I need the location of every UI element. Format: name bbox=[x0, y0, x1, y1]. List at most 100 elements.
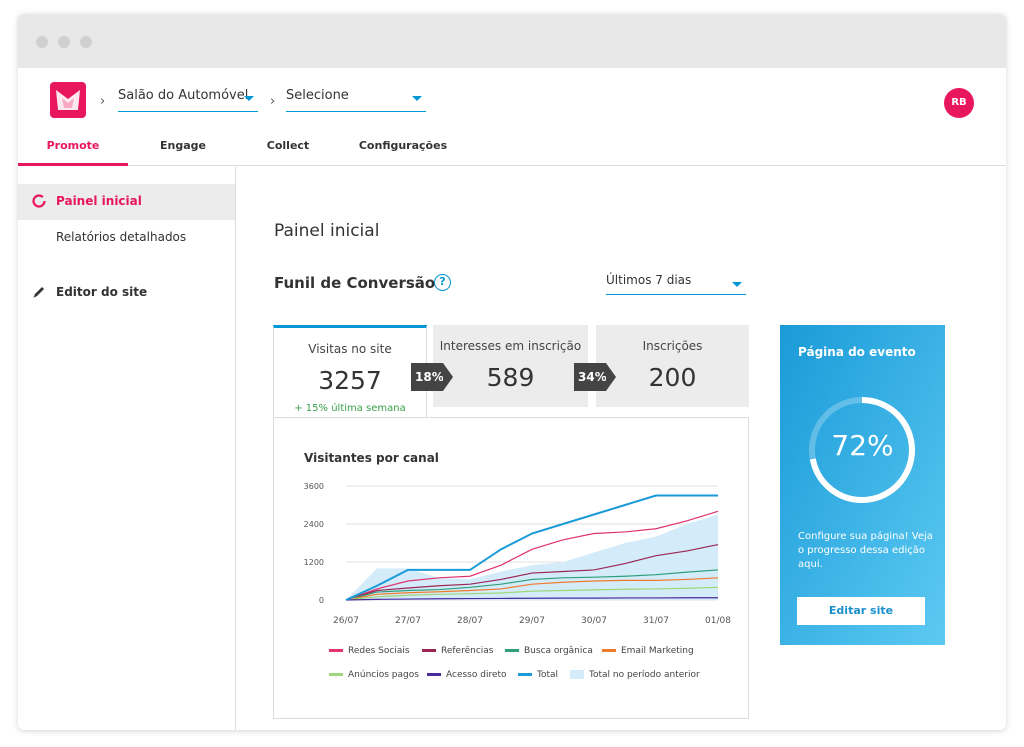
y-tick-label: 1200 bbox=[304, 558, 324, 567]
legend-label: Busca orgânica bbox=[524, 646, 593, 656]
x-tick-label: 31/07 bbox=[643, 616, 669, 626]
conversion-rate-badge: 18% bbox=[411, 363, 453, 391]
funnel-card-label: Visitas no site bbox=[308, 342, 392, 356]
caret-down-icon bbox=[244, 96, 254, 101]
main-content: Painel inicial Funil de Conversão ? Últi… bbox=[236, 167, 1006, 730]
funnel-card-interesses[interactable]: Interesses em inscrição 589 bbox=[433, 325, 588, 407]
legend-swatch bbox=[505, 649, 519, 652]
app-logo[interactable] bbox=[50, 82, 86, 118]
legend-label: Acesso direto bbox=[446, 670, 507, 680]
app-header: › Salão do Automóvel › Selecione RB bbox=[18, 68, 1006, 128]
date-range-value: Últimos 7 dias bbox=[606, 273, 692, 287]
series-line-busca-orgânica bbox=[345, 569, 719, 601]
help-icon[interactable]: ? bbox=[434, 274, 451, 291]
series-line-email-marketing bbox=[345, 577, 719, 601]
event-card-description: Configure sua página! Veja o progresso d… bbox=[798, 531, 933, 570]
legend-label: Total no período anterior bbox=[589, 670, 700, 680]
sidebar-item-editor-do-site[interactable]: Editor do site bbox=[18, 275, 235, 311]
legend-label: Total bbox=[537, 670, 559, 680]
x-tick-label: 01/08 bbox=[705, 616, 731, 626]
funnel-card-inscricoes[interactable]: Inscrições 200 bbox=[596, 325, 749, 407]
chevron-right-icon: › bbox=[100, 94, 106, 109]
fox-logo-icon bbox=[56, 90, 80, 110]
browser-window: › Salão do Automóvel › Selecione RB Prom… bbox=[18, 14, 1006, 730]
window-dot-icon bbox=[58, 36, 70, 48]
caret-down-icon bbox=[412, 96, 422, 101]
chevron-right-icon: › bbox=[270, 94, 276, 109]
window-titlebar bbox=[18, 14, 1006, 68]
funnel-card-visitas[interactable]: Visitas no site 3257 + 15% última semana bbox=[273, 325, 427, 420]
tab-configuracoes[interactable]: Configurações bbox=[358, 139, 448, 152]
series-line-referências bbox=[345, 543, 719, 601]
series-line-acesso-direto bbox=[345, 597, 718, 601]
legend-label: Anúncios pagos bbox=[348, 670, 419, 680]
funnel-card-value: 3257 bbox=[318, 366, 382, 395]
event-select-value: Salão do Automóvel bbox=[118, 88, 249, 103]
tab-promote[interactable]: Promote bbox=[18, 128, 128, 166]
sidebar-item-label: Relatórios detalhados bbox=[56, 230, 187, 244]
date-range-select[interactable]: Últimos 7 dias bbox=[606, 273, 746, 295]
funnel-title: Funil de Conversão bbox=[274, 274, 436, 292]
event-card-title: Página do evento bbox=[798, 345, 916, 359]
chart-title: Visitantes por canal bbox=[304, 451, 439, 465]
series-line-redes-sociais bbox=[345, 510, 719, 601]
legend-item: Total no período anterior bbox=[570, 670, 700, 680]
series-line-anúncios-pagos bbox=[345, 586, 719, 601]
edition-select[interactable]: Selecione bbox=[286, 88, 426, 112]
tab-collect[interactable]: Collect bbox=[266, 139, 310, 152]
x-tick-label: 26/07 bbox=[333, 616, 359, 626]
y-tick-label: 2400 bbox=[304, 520, 324, 529]
funnel-card-label: Inscrições bbox=[642, 339, 703, 353]
series-line-total bbox=[345, 494, 718, 601]
sidebar-item-painel-inicial[interactable]: Painel inicial bbox=[18, 184, 235, 220]
legend-swatch bbox=[422, 649, 436, 652]
legend-item: Email Marketing bbox=[602, 646, 694, 656]
legend-item: Redes Sociais bbox=[329, 646, 410, 656]
funnel-card-value: 200 bbox=[648, 363, 697, 392]
legend-item: Busca orgânica bbox=[505, 646, 593, 656]
legend-item: Total bbox=[518, 670, 558, 680]
legend-swatch bbox=[329, 649, 343, 652]
sidebar-item-label: Painel inicial bbox=[56, 194, 142, 208]
sidebar-item-relatorios[interactable]: Relatórios detalhados bbox=[18, 220, 235, 256]
caret-down-icon bbox=[732, 282, 742, 287]
x-tick-label: 30/07 bbox=[581, 616, 607, 626]
area-total-periodo-anterior bbox=[346, 514, 718, 600]
progress-percent: 72% bbox=[831, 429, 894, 462]
edition-select-value: Selecione bbox=[286, 88, 349, 103]
pencil-icon bbox=[33, 287, 44, 298]
legend-item: Anúncios pagos bbox=[329, 670, 419, 680]
legend-swatch bbox=[518, 673, 532, 676]
avatar[interactable]: RB bbox=[944, 88, 974, 118]
tab-engage[interactable]: Engage bbox=[160, 139, 206, 152]
window-dot-icon bbox=[36, 36, 48, 48]
legend-item: Referências bbox=[422, 646, 494, 656]
window-dot-icon bbox=[80, 36, 92, 48]
x-tick-label: 28/07 bbox=[457, 616, 483, 626]
ring-icon bbox=[32, 194, 46, 208]
x-tick-label: 29/07 bbox=[519, 616, 545, 626]
funnel-card-note: + 15% última semana bbox=[294, 403, 406, 414]
top-tabs: Promote Engage Collect Configurações bbox=[18, 128, 1006, 166]
legend-label: Email Marketing bbox=[621, 646, 694, 656]
progress-ring bbox=[809, 397, 915, 503]
conversion-rate-badge: 34% bbox=[574, 363, 616, 391]
legend-label: Redes Sociais bbox=[348, 646, 410, 656]
event-select[interactable]: Salão do Automóvel bbox=[118, 88, 258, 112]
y-tick-label: 3600 bbox=[304, 482, 324, 491]
visitors-chart: 0 1200 2400 3600 26/07 27/07 28/07 29/07 30/07 31… bbox=[304, 482, 732, 626]
progress-ring-fill bbox=[809, 397, 915, 503]
legend-label: Referências bbox=[441, 646, 494, 656]
chart-panel: Visitantes por canal 0 1200 2400 3600 26/07 2… bbox=[273, 417, 749, 719]
event-page-card: Página do evento 72% Configure sua págin… bbox=[780, 325, 945, 645]
y-tick-label: 0 bbox=[319, 596, 324, 605]
funnel-card-value: 589 bbox=[486, 363, 535, 392]
legend-swatch bbox=[329, 673, 343, 676]
legend-swatch bbox=[427, 673, 441, 676]
funnel-card-label: Interesses em inscrição bbox=[439, 339, 582, 353]
edit-site-button[interactable]: Editar site bbox=[797, 597, 925, 625]
page-title: Painel inicial bbox=[274, 221, 380, 241]
x-tick-label: 27/07 bbox=[395, 616, 421, 626]
sidebar-item-label: Editor do site bbox=[56, 285, 148, 299]
legend-item: Acesso direto bbox=[427, 670, 507, 680]
